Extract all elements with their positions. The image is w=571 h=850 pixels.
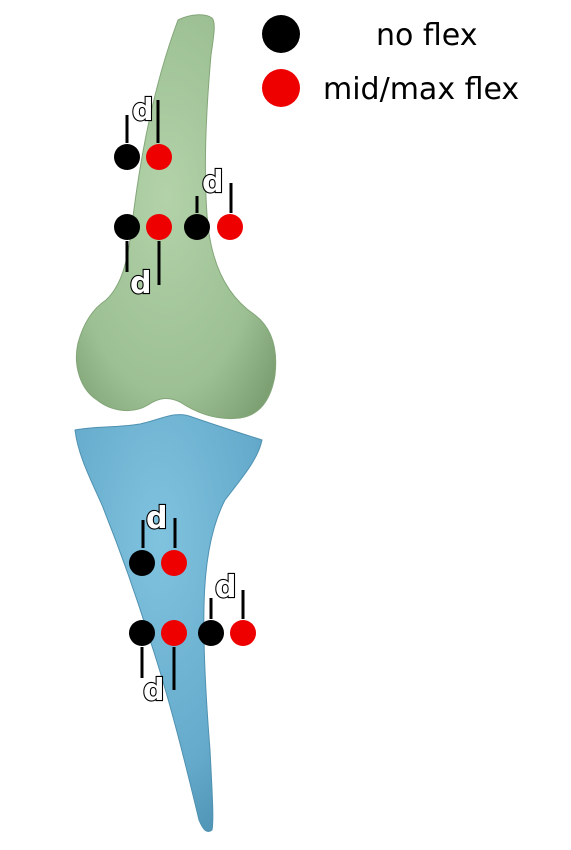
femur-marker-3-label: d: [202, 165, 223, 200]
tibia-marker-3-no-flex-dot: [198, 620, 224, 646]
tibia-marker-1-no-flex-dot: [129, 550, 155, 576]
legend-flex-dot: [262, 69, 300, 107]
tibia-marker-1-flex-dot: [161, 550, 187, 576]
femur-marker-3-flex-dot: [217, 214, 243, 240]
femur-marker-3-no-flex-dot: [184, 214, 210, 240]
legend-no-flex-label: no flex: [376, 18, 477, 53]
femur-marker-1-label: d: [132, 93, 153, 128]
femur-bone: [75, 14, 277, 420]
femur-marker-2-no-flex-dot: [114, 214, 140, 240]
tibia-marker-3-label: d: [215, 570, 236, 605]
tibia-marker-2-no-flex-dot: [129, 620, 155, 646]
tibia-marker-1-label: d: [146, 501, 167, 536]
tibia-marker-3-flex-dot: [230, 620, 256, 646]
femur-marker-1-flex-dot: [146, 144, 172, 170]
legend-flex-label: mid/max flex: [323, 72, 519, 107]
femur-marker-1-no-flex-dot: [114, 144, 140, 170]
tibia-marker-2-label: d: [143, 673, 164, 708]
femur-marker-2-flex-dot: [146, 214, 172, 240]
tibia-marker-2-flex-dot: [161, 620, 187, 646]
legend-no-flex-dot: [262, 15, 300, 53]
femur-marker-2-label: d: [130, 266, 151, 301]
